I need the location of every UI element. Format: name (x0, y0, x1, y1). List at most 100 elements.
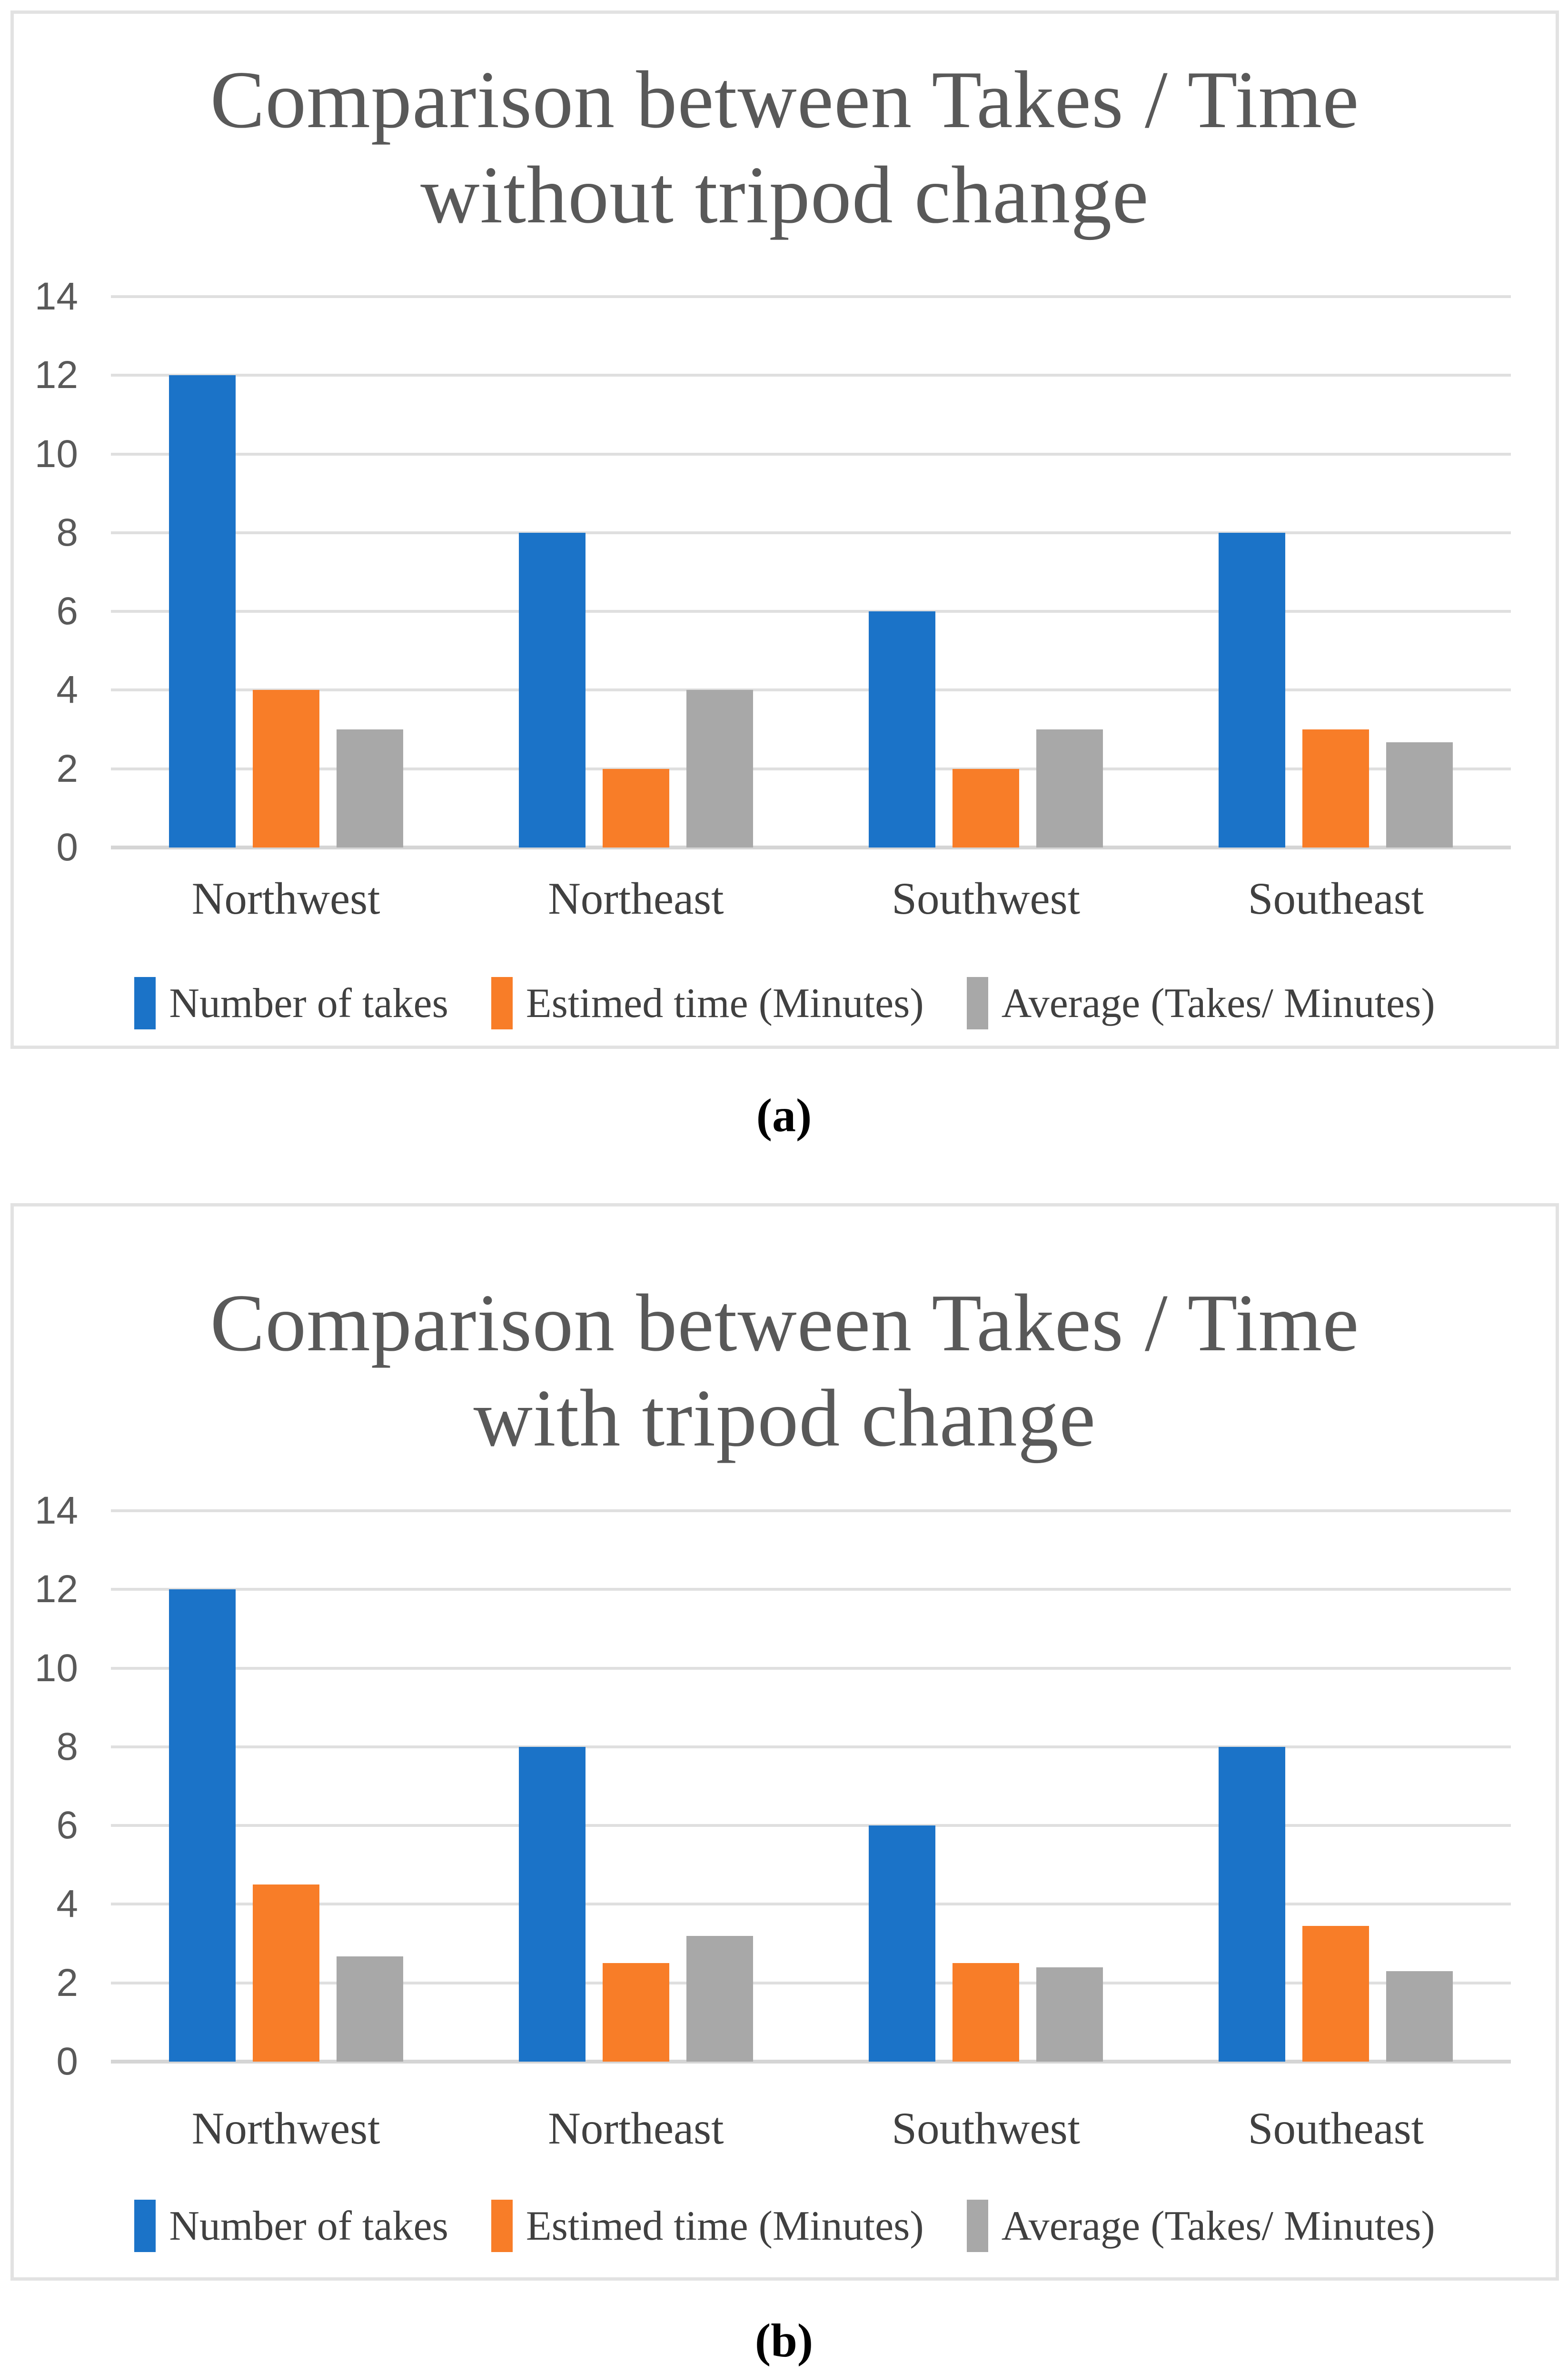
legend-label: Average (Takes/ Minutes) (1001, 980, 1435, 1027)
bar-group-southeast (1161, 297, 1511, 848)
gridline-y-14 (111, 295, 1511, 299)
gridline-y-2 (111, 767, 1511, 770)
legend-label: Estimed time (Minutes) (526, 980, 924, 1027)
bar-average-takes-minutes-southwest (1036, 1967, 1103, 2062)
category-label-northwest: Northwest (191, 873, 380, 924)
y-tick-label-0: 0 (56, 2040, 78, 2084)
legend-marker-icon (491, 2200, 513, 2253)
y-tick-label-12: 12 (34, 353, 78, 397)
bar-groups (111, 297, 1511, 848)
y-tick-label-10: 10 (34, 1646, 78, 1690)
y-tick-label-12: 12 (34, 1567, 78, 1611)
bar-group-northwest (111, 1511, 461, 2062)
legend-item-estimed-time-minutes: Estimed time (Minutes) (491, 977, 924, 1030)
bar-group-northwest (111, 297, 461, 848)
y-tick-label-4: 4 (56, 668, 78, 712)
category-label-northwest: Northwest (191, 2103, 380, 2154)
category-label-southwest: Southwest (892, 873, 1081, 924)
chart-title: Comparison between Takes / Time with tri… (14, 1276, 1556, 1466)
y-tick-label-8: 8 (56, 510, 78, 554)
category-axis: Northwest Northeast Southwest Southeast (111, 2102, 1511, 2154)
legend-marker-icon (134, 2200, 156, 2253)
y-tick-label-2: 2 (56, 1961, 78, 2004)
y-tick-label-10: 10 (34, 432, 78, 476)
plot-wrap: 0 2 4 6 8 10 12 14 (14, 1489, 1556, 2083)
legend-marker-icon (134, 977, 156, 1030)
category-label-northeast: Northeast (548, 873, 724, 924)
bar-number-of-takes-northeast (518, 532, 586, 848)
chart-title-line-1: Comparison between Takes / Time (210, 1278, 1360, 1368)
category-axis: Northwest Northeast Southwest Southeast (111, 872, 1511, 925)
x-axis-line (111, 846, 1511, 850)
bar-number-of-takes-southeast (1219, 1746, 1286, 2062)
bar-average-takes-minutes-southeast (1386, 1971, 1453, 2062)
legend-item-number-of-takes: Number of takes (134, 977, 448, 1030)
gridline-y-10 (111, 1666, 1511, 1670)
y-axis: 0 2 4 6 8 10 12 14 (14, 1489, 111, 2083)
legend-marker-icon (966, 977, 988, 1030)
bar-group-northeast (461, 297, 811, 848)
bar-group-southwest (811, 1511, 1161, 2062)
chart-title-line-2: without tripod change (420, 150, 1149, 240)
bar-estimed-time-minutes-southwest (953, 768, 1020, 848)
gridline-y-8 (111, 1745, 1511, 1748)
legend: Number of takes Estimed time (Minutes) Ave… (14, 977, 1556, 1030)
plot-area (111, 1509, 1511, 2064)
gridline-y-12 (111, 374, 1511, 377)
category-label-southeast: Southeast (1248, 873, 1424, 924)
legend-marker-icon (966, 2200, 988, 2253)
bar-number-of-takes-northeast (518, 1746, 586, 2062)
chart-title-line-2: with tripod change (473, 1373, 1096, 1464)
figure-caption-b: (b) (754, 2314, 814, 2367)
bar-group-southwest (811, 297, 1161, 848)
gridline-y-4 (111, 688, 1511, 692)
gridline-y-14 (111, 1509, 1511, 1513)
bar-number-of-takes-southwest (869, 1825, 936, 2062)
figure-caption-a: (a) (756, 1089, 812, 1142)
chart-title-line-1: Comparison between Takes / Time (210, 55, 1360, 145)
bar-average-takes-minutes-northeast (686, 690, 753, 848)
gridline-y-6 (111, 610, 1511, 613)
legend-label: Number of takes (169, 2203, 448, 2249)
gridline-y-10 (111, 452, 1511, 456)
gridline-y-2 (111, 1981, 1511, 1984)
category-label-southwest: Southwest (892, 2103, 1081, 2154)
gridline-y-8 (111, 531, 1511, 534)
y-tick-label-8: 8 (56, 1725, 78, 1768)
y-axis: 0 2 4 6 8 10 12 14 (14, 275, 111, 869)
legend-label: Estimed time (Minutes) (526, 2203, 924, 2249)
plot-wrap: 0 2 4 6 8 10 12 14 (14, 275, 1556, 869)
bar-average-takes-minutes-southwest (1036, 729, 1103, 848)
legend-item-average-takes-minutes: Average (Takes/ Minutes) (966, 977, 1435, 1030)
legend-item-number-of-takes: Number of takes (134, 2200, 448, 2253)
bar-average-takes-minutes-northeast (686, 1935, 753, 2062)
bar-estimed-time-minutes-northeast (602, 768, 669, 848)
legend-marker-icon (491, 977, 513, 1030)
legend-label: Average (Takes/ Minutes) (1001, 2203, 1435, 2249)
y-tick-label-14: 14 (34, 1489, 78, 1533)
bar-estimed-time-minutes-northwest (252, 1884, 319, 2062)
bar-group-southeast (1161, 1511, 1511, 2062)
y-tick-label-2: 2 (56, 747, 78, 790)
y-tick-label-6: 6 (56, 1804, 78, 1847)
y-tick-label-14: 14 (34, 275, 78, 319)
legend-label: Number of takes (169, 980, 448, 1027)
bar-estimed-time-minutes-northeast (602, 1963, 669, 2062)
legend-item-average-takes-minutes: Average (Takes/ Minutes) (966, 2200, 1435, 2253)
bar-number-of-takes-northwest (169, 1589, 236, 2062)
bar-estimed-time-minutes-southwest (953, 1963, 1020, 2062)
legend-item-estimed-time-minutes: Estimed time (Minutes) (491, 2200, 924, 2253)
plot-area (111, 295, 1511, 850)
y-tick-label-0: 0 (56, 826, 78, 869)
y-tick-label-6: 6 (56, 589, 78, 633)
bar-estimed-time-minutes-southeast (1302, 1925, 1370, 2062)
bar-number-of-takes-southwest (869, 611, 936, 848)
y-tick-label-4: 4 (56, 1882, 78, 1926)
bar-group-northeast (461, 1511, 811, 2062)
bar-average-takes-minutes-northwest (336, 1956, 403, 2062)
category-label-southeast: Southeast (1248, 2103, 1424, 2154)
bar-estimed-time-minutes-northwest (252, 690, 319, 848)
chart-title: Comparison between Takes / Time without … (14, 53, 1556, 243)
bar-number-of-takes-southeast (1219, 532, 1286, 848)
bar-number-of-takes-northwest (169, 375, 236, 848)
